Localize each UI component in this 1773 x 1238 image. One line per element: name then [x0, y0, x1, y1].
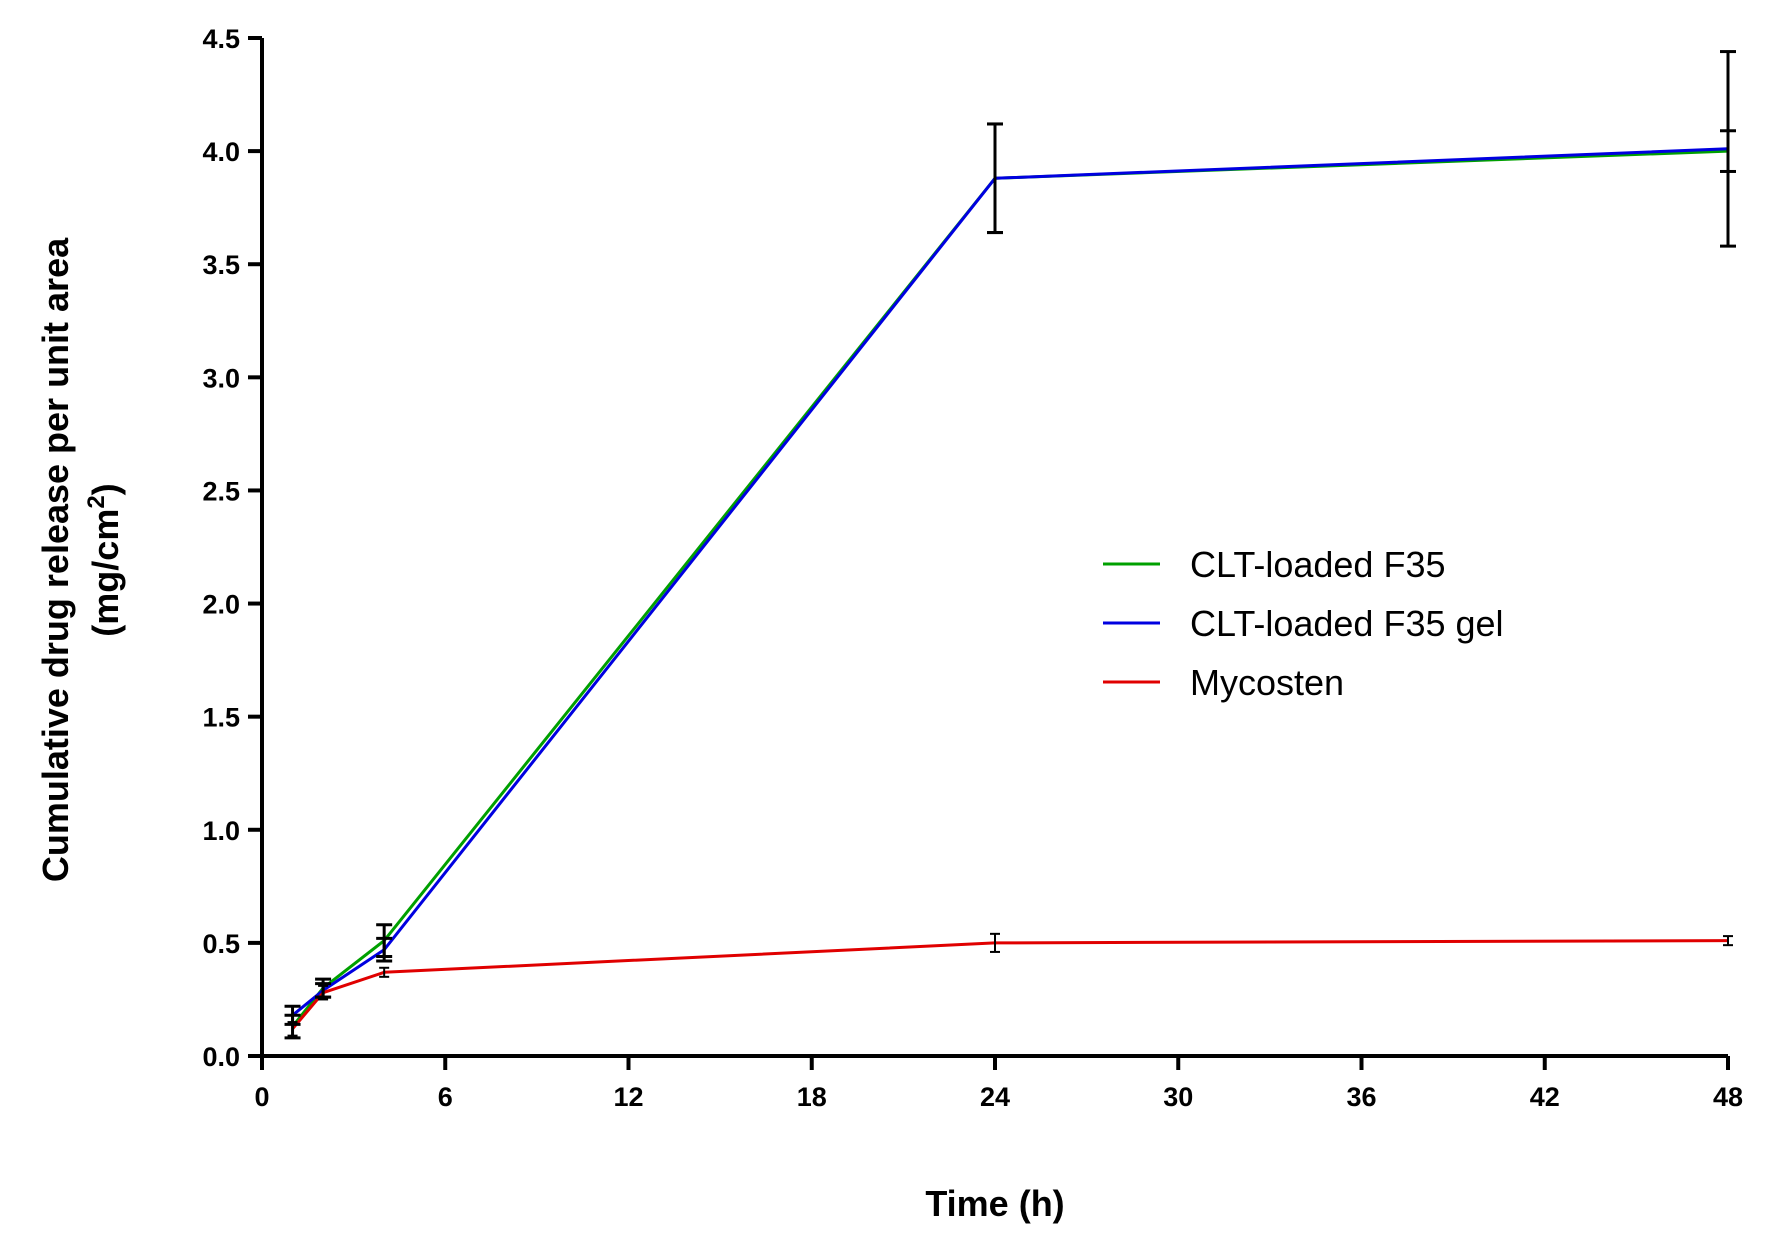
y-axis-ticks: 0.0 0.5 1.0 1.5 2.0 2.5 3.0 3.5 4.0 4.5: [202, 24, 262, 1072]
error-bar-clt-f35-gel: [987, 122, 1003, 235]
error-bar-mycosten: [990, 932, 1000, 953]
error-bar-mycosten: [379, 966, 390, 978]
y-tick-label: 1.5: [202, 703, 240, 733]
y-tick-label: 0.0: [202, 1042, 240, 1072]
y-tick-label: 4.5: [202, 24, 240, 54]
series-line-clt-f35-gel: [291, 147, 1729, 1017]
series-line-mycosten: [291, 939, 1729, 1030]
legend-label-mycosten: Mycosten: [1190, 662, 1344, 703]
x-tick-label: 6: [438, 1082, 453, 1112]
y-axis-title-line1: Cumulative drug release per unit area: [35, 237, 76, 882]
series-layer: [291, 147, 1729, 1030]
error-bar-clt-f35-gel: [376, 936, 393, 963]
y-axis-title: Cumulative drug release per unit area (m…: [35, 237, 126, 882]
y-axis-title-line2: (mg/cm2): [83, 483, 126, 636]
y-tick-label: 0.5: [202, 929, 240, 959]
y-tick-label: 3.0: [202, 363, 240, 393]
y-tick-label: 4.0: [202, 137, 240, 167]
error-bar-mycosten: [287, 1021, 298, 1037]
x-axis-title: Time (h): [925, 1183, 1064, 1224]
y-axis-unit-suffix: ): [85, 483, 126, 495]
y-tick-label: 1.0: [202, 816, 240, 846]
x-tick-label: 18: [797, 1082, 827, 1112]
series-line-clt-f35: [291, 149, 1729, 1028]
y-tick-label: 2.5: [202, 476, 240, 506]
y-tick-label: 3.5: [202, 250, 240, 280]
legend-item-clt-f35-gel: CLT-loaded F35 gel: [1103, 603, 1504, 644]
x-tick-label: 0: [254, 1082, 269, 1112]
x-tick-label: 48: [1713, 1082, 1743, 1112]
x-tick-label: 30: [1163, 1082, 1193, 1112]
error-bar-mycosten: [1723, 935, 1733, 947]
legend-item-clt-f35: CLT-loaded F35: [1103, 544, 1445, 585]
x-tick-label: 42: [1530, 1082, 1560, 1112]
legend-label-clt-f35: CLT-loaded F35: [1190, 544, 1445, 585]
legend-label-clt-f35-gel: CLT-loaded F35 gel: [1190, 603, 1504, 644]
y-axis-unit-superscript: 2: [83, 495, 110, 508]
legend-item-mycosten: Mycosten: [1103, 662, 1344, 703]
error-bars-layer: [284, 50, 1736, 1040]
x-tick-label: 24: [980, 1082, 1010, 1112]
error-bar-mycosten: [318, 984, 329, 1001]
x-tick-label: 12: [613, 1082, 643, 1112]
error-bar-clt-f35-gel: [1720, 50, 1736, 248]
x-tick-label: 36: [1346, 1082, 1376, 1112]
x-axis-ticks: 0 6 12 18 24 30 36 42 48: [254, 1056, 1743, 1112]
y-axis-unit-prefix: (mg/cm: [85, 509, 126, 637]
y-tick-label: 2.0: [202, 590, 240, 620]
legend: CLT-loaded F35 CLT-loaded F35 gel Mycost…: [1103, 544, 1504, 703]
